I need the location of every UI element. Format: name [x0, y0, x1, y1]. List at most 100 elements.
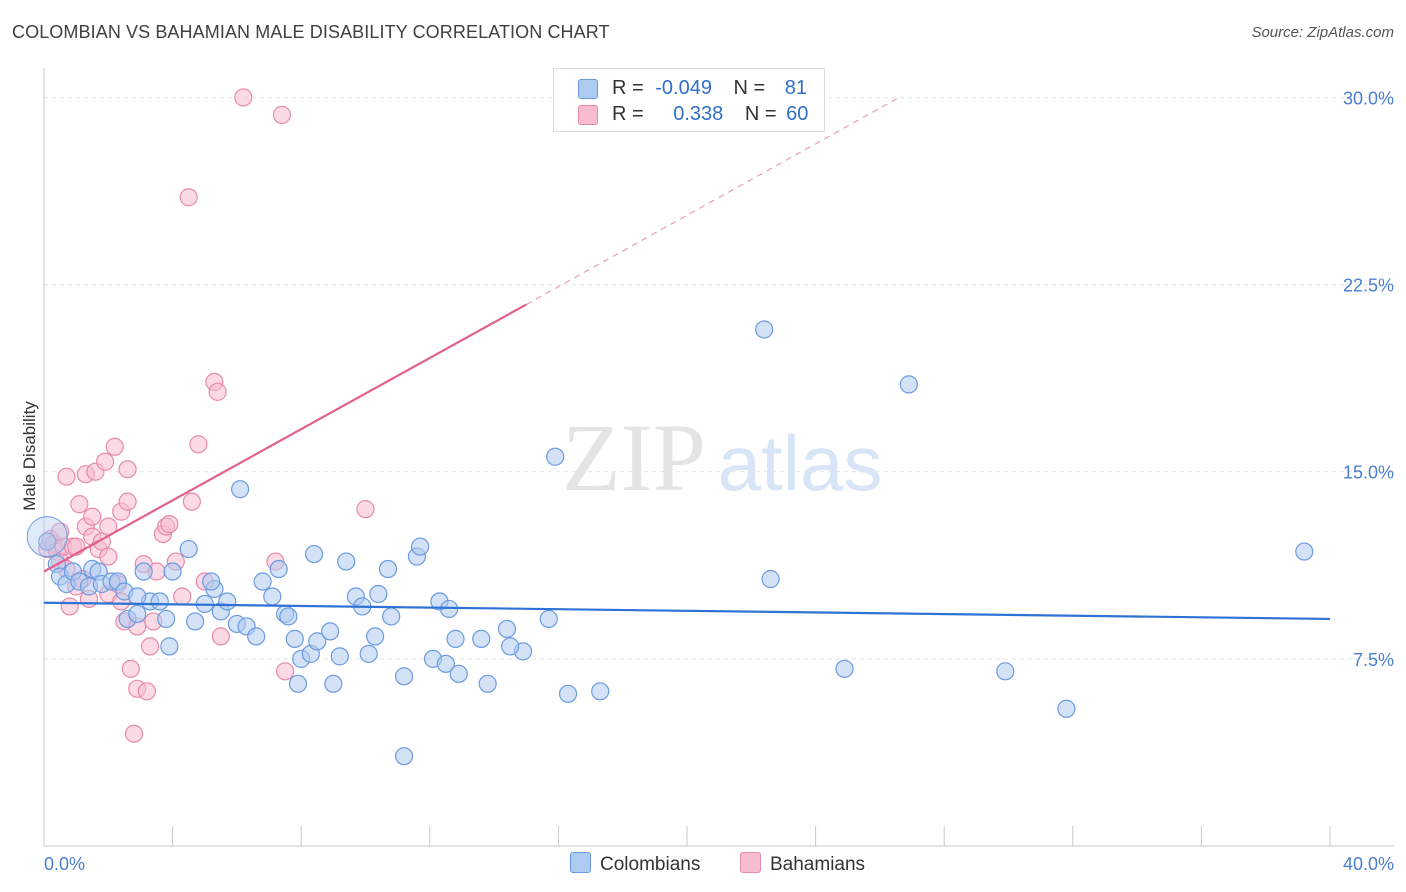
bahamians-point	[118, 492, 137, 511]
colombians-point	[218, 592, 237, 611]
bahamians-point	[179, 188, 198, 207]
colombians-point	[501, 637, 520, 656]
colombians-point	[835, 659, 854, 678]
colombians-point	[366, 627, 385, 646]
colombians-point	[279, 607, 298, 626]
colombians-point	[394, 667, 414, 686]
legend-n-value: 81	[784, 77, 808, 99]
colombians-point	[378, 559, 398, 579]
colombians-point	[285, 629, 304, 648]
colombians-point	[546, 447, 565, 466]
colombians-point	[359, 644, 378, 663]
colombians-point	[761, 569, 780, 589]
bahamians-point	[57, 467, 76, 486]
bahamians-point	[83, 507, 102, 526]
bahamians-point	[276, 662, 295, 681]
legend-r-label: R =	[612, 103, 644, 125]
y-tick-label: 7.5%	[1353, 650, 1394, 670]
colombians-point	[446, 629, 465, 648]
colombians-point	[160, 637, 179, 656]
trend-lines	[43, 96, 1331, 621]
bahamians-point	[105, 437, 124, 456]
bahamians-point	[140, 637, 160, 656]
legend-swatch-blue	[578, 79, 598, 99]
colombians-point	[308, 632, 327, 651]
colombians-point	[231, 480, 250, 499]
colombians-point	[996, 662, 1015, 681]
colombians-point	[321, 622, 340, 641]
axes	[43, 68, 1394, 847]
legend-n-value: 60	[786, 103, 809, 125]
bahamians-point	[95, 452, 115, 471]
bahamians-point	[124, 724, 144, 743]
colombians-point	[288, 674, 308, 693]
bahamians-point	[211, 627, 230, 646]
colombians-point	[186, 612, 205, 631]
colombians-point	[263, 587, 282, 606]
colombians-point	[304, 544, 324, 564]
legend-label-bahamians: Bahamians	[770, 854, 866, 875]
colombians-point	[128, 604, 147, 624]
colombians-point	[157, 609, 176, 629]
colombians-point	[1057, 699, 1076, 718]
legend-n-label: N =	[733, 77, 766, 99]
colombians-point	[411, 537, 430, 556]
colombians-point	[324, 674, 343, 693]
bahamians-point	[182, 492, 201, 511]
colombians-point	[1295, 542, 1314, 561]
colombians-point	[38, 532, 57, 551]
colombians-point	[539, 609, 558, 629]
legend-r-label: R =	[612, 77, 644, 99]
colombians-point	[755, 320, 774, 339]
colombians-point	[478, 674, 497, 693]
bahamians-trend-extension	[526, 96, 900, 305]
bahamians-point	[173, 587, 192, 606]
colombians-point	[394, 747, 414, 766]
colombians-point-large	[26, 516, 68, 558]
legend-r-value: 0.338	[673, 103, 724, 125]
colombians-point	[269, 559, 288, 579]
bahamians-point	[121, 659, 140, 678]
colombians-point	[382, 607, 401, 626]
chart-title: COLOMBIAN VS BAHAMIAN MALE DISABILITY CO…	[12, 22, 610, 42]
y-tick-label: 22.5%	[1343, 276, 1394, 296]
stats-legend: R = -0.049 N = 81 R = 0.338 N = 60	[553, 68, 825, 132]
colombians-point	[472, 629, 491, 648]
y-tick-labels: 7.5% 15.0% 22.5% 30.0%	[1343, 88, 1394, 669]
colombians-point	[202, 572, 221, 591]
colombians-point	[436, 654, 455, 673]
watermark-zip: ZIP	[562, 404, 706, 511]
x-ticks	[43, 826, 1331, 846]
x-tick-label-min: 0.0%	[44, 854, 85, 874]
bahamians-point	[99, 547, 118, 566]
y-tick-label: 15.0%	[1343, 463, 1394, 483]
colombians-point	[163, 562, 182, 581]
colombians-point	[591, 682, 610, 701]
bahamians-point	[234, 88, 253, 107]
legend-item-bahamians: Bahamians	[740, 852, 865, 876]
colombians-points	[26, 320, 1314, 766]
bahamians-point	[60, 597, 79, 616]
gridlines	[44, 96, 1394, 660]
colombians-point	[128, 587, 147, 606]
bahamians-point	[137, 682, 156, 701]
watermark: ZIP atlas	[562, 404, 882, 511]
colombians-point	[150, 592, 169, 611]
bahamians-point	[50, 522, 70, 541]
colombians-point	[253, 572, 272, 591]
colombians-point	[449, 664, 468, 683]
bahamians-point	[70, 495, 89, 514]
colombians-point	[337, 552, 356, 571]
colombians-point	[247, 627, 266, 646]
legend-r-value: -0.049	[655, 77, 712, 99]
legend-n-label: N =	[744, 103, 777, 125]
bahamians-trend-line	[43, 303, 527, 573]
colombians-point	[899, 375, 918, 394]
colombians-point	[369, 584, 388, 604]
source-label: Source: ZipAtlas.com	[1251, 24, 1394, 41]
bahamians-point	[189, 435, 208, 454]
bahamians-point	[160, 515, 179, 534]
y-tick-label: 30.0%	[1343, 88, 1394, 108]
bahamians-point	[208, 382, 227, 401]
